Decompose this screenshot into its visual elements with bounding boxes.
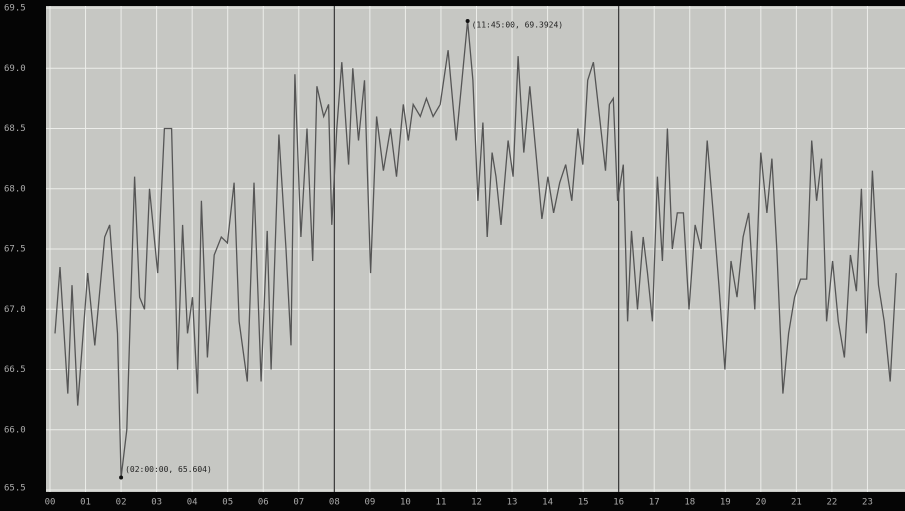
data-line [54, 20, 897, 478]
x-tick-label: 05 [222, 498, 233, 508]
x-tick-label: 03 [151, 498, 162, 508]
x-tick-label: 09 [364, 498, 375, 508]
annotation-label: (11:45:00, 69.3924) [472, 20, 564, 29]
y-tick-label: 69.5 [4, 4, 26, 14]
x-tick-label: 21 [791, 498, 802, 508]
x-tick-label: 17 [649, 498, 660, 508]
x-tick-label: 07 [293, 498, 304, 508]
annotation-label: (02:00:00, 65.604) [125, 465, 212, 474]
y-tick-label: 66.0 [4, 425, 26, 435]
x-tick-label: 23 [862, 498, 873, 508]
x-tick-label: 14 [542, 498, 553, 508]
x-tick-label: 12 [471, 498, 482, 508]
x-tick-label: 10 [400, 498, 411, 508]
y-tick-label: 68.0 [4, 184, 26, 194]
x-tick-label: 22 [826, 498, 837, 508]
y-tick-label: 69.0 [4, 64, 26, 74]
y-tick-label: 65.5 [4, 484, 26, 494]
y-tick-label: 68.5 [4, 124, 26, 134]
x-tick-label: 16 [613, 498, 624, 508]
x-tick-label: 15 [578, 498, 589, 508]
x-tick-label: 11 [436, 498, 447, 508]
x-tick-label: 06 [258, 498, 269, 508]
x-tick-label: 01 [80, 498, 91, 508]
x-tick-label: 19 [720, 498, 731, 508]
x-tick-label: 18 [684, 498, 695, 508]
annotation-point [465, 18, 470, 23]
y-tick-label: 67.5 [4, 245, 26, 255]
x-tick-label: 02 [116, 498, 127, 508]
x-tick-label: 00 [45, 498, 56, 508]
x-tick-label: 08 [329, 498, 340, 508]
x-tick-label: 20 [755, 498, 766, 508]
y-tick-label: 67.0 [4, 305, 26, 315]
x-tick-label: 13 [507, 498, 518, 508]
y-tick-label: 66.5 [4, 365, 26, 375]
annotation-point [119, 475, 124, 480]
x-tick-label: 04 [187, 498, 198, 508]
